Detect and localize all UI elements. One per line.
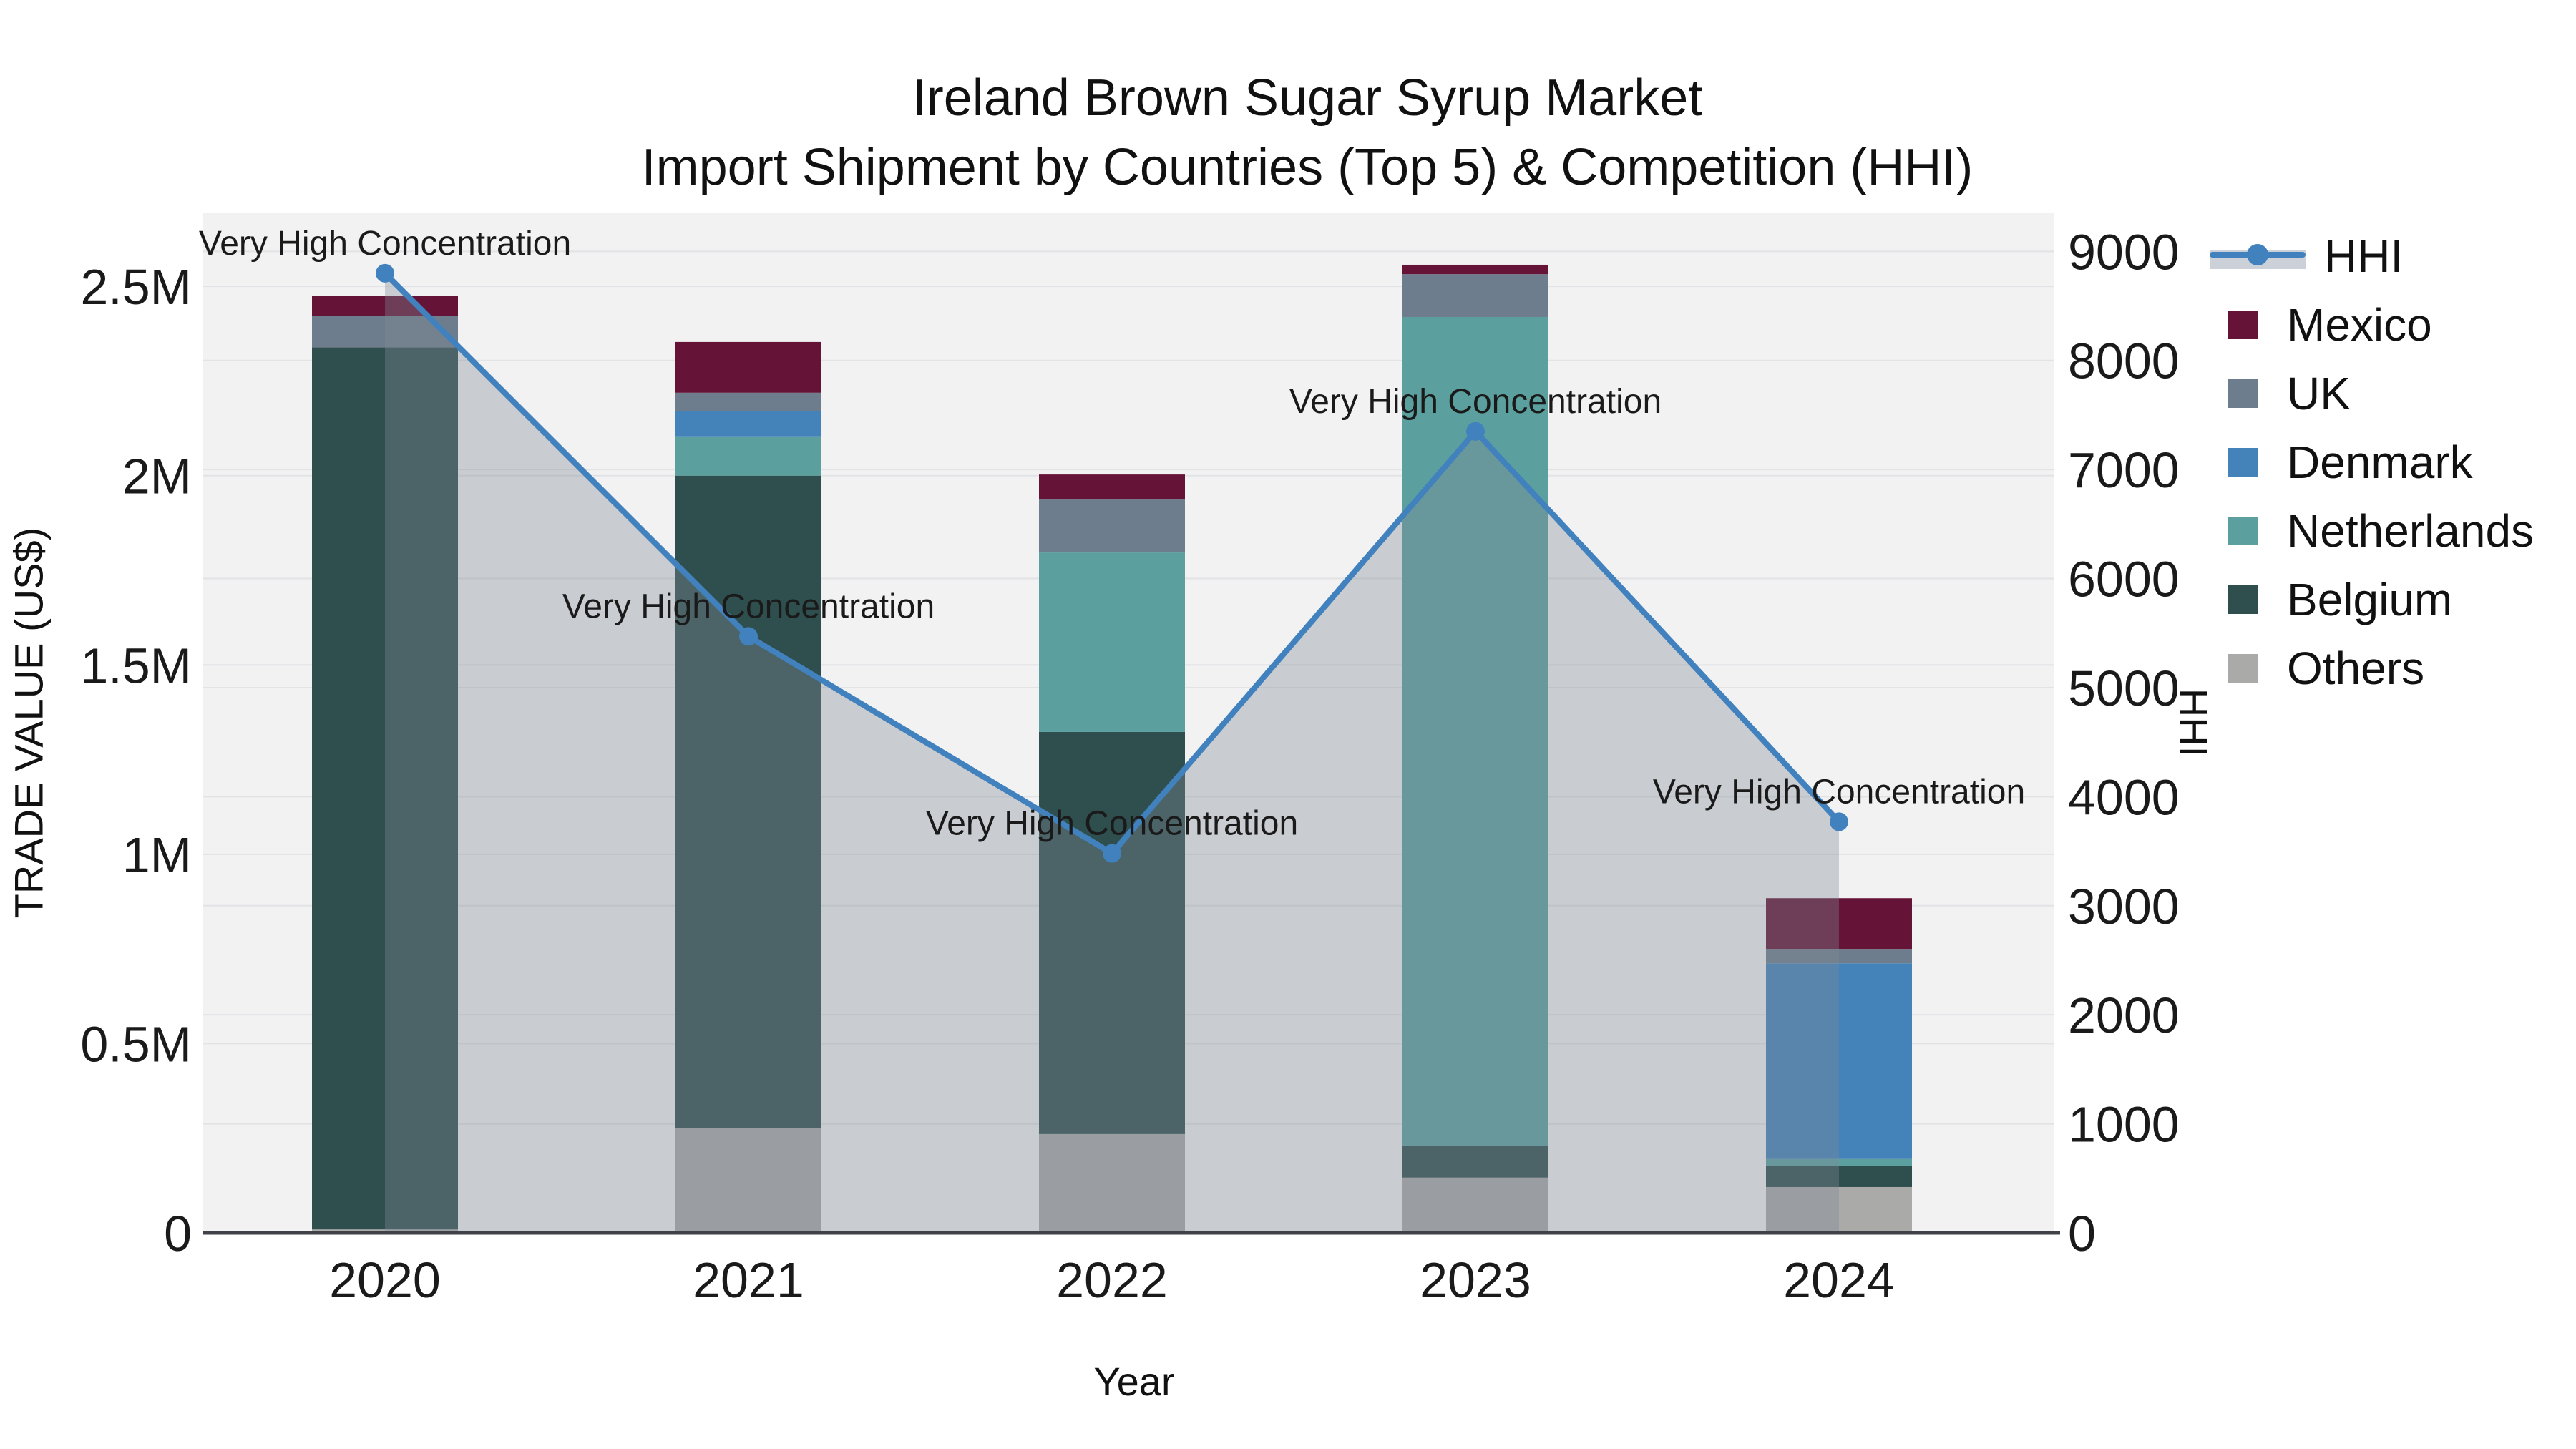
legend-item-label: Denmark (2287, 436, 2473, 488)
annotation-label: Very High Concentration (1653, 773, 2025, 811)
legend-item-label: HHI (2324, 230, 2404, 282)
y-axis-title-left: TRADE VALUE (US$) (6, 527, 52, 919)
bar-segment-belgium[interactable] (1402, 1146, 1548, 1178)
y-right-tick-label: 0 (2068, 1206, 2096, 1262)
legend-item-hhi[interactable]: HHI (2210, 222, 2534, 291)
y-left-tick-label: 1M (122, 827, 192, 883)
annotation-label: Very High Concentration (199, 225, 571, 263)
bar-segment-netherlands[interactable] (1402, 316, 1548, 1146)
bar-segment-uk[interactable] (1039, 499, 1185, 553)
bar-segment-belgium[interactable] (1766, 1166, 1912, 1187)
y-right-tick-label: 4000 (2068, 769, 2180, 825)
bar-segment-mexico[interactable] (675, 341, 821, 393)
hhi-marker[interactable] (1103, 844, 1121, 863)
bar-segment-belgium[interactable] (312, 347, 458, 1230)
hhi-marker[interactable] (1830, 812, 1848, 831)
denmark-swatch-icon (2228, 448, 2258, 477)
bar-segment-denmark[interactable] (1766, 963, 1912, 1159)
bar-segment-others[interactable] (1039, 1133, 1185, 1233)
legend-item-label: Others (2287, 643, 2425, 694)
hhi-marker[interactable] (739, 627, 758, 646)
y-left-tick-label: 2.5M (80, 259, 192, 315)
hhi-area-fill (385, 273, 1839, 1234)
legend-item-others[interactable]: Others (2210, 634, 2534, 703)
y-right-tick-label: 9000 (2068, 224, 2180, 280)
legend-item-label: Belgium (2287, 574, 2453, 625)
bar-segment-netherlands[interactable] (1766, 1158, 1912, 1166)
bar-segment-others[interactable] (675, 1128, 821, 1233)
y-left-tick-label: 1.5M (80, 638, 192, 693)
hhi-marker[interactable] (376, 263, 394, 283)
y-right-tick-label: 7000 (2068, 442, 2180, 498)
y-right-tick-label: 3000 (2068, 879, 2180, 935)
x-tick-label: 2020 (329, 1252, 441, 1308)
bar-segment-netherlands[interactable] (1039, 552, 1185, 732)
bar-segment-uk[interactable] (675, 392, 821, 411)
bar-segment-uk[interactable] (1402, 274, 1548, 317)
x-tick-label: 2021 (693, 1252, 804, 1308)
y-right-tick-label: 6000 (2068, 552, 2180, 608)
y-right-tick-label: 2000 (2068, 987, 2180, 1043)
bar-segment-mexico[interactable] (1766, 898, 1912, 950)
annotation-label: Very High Concentration (562, 587, 935, 625)
bar-segment-others[interactable] (1766, 1186, 1912, 1233)
bar-segment-mexico[interactable] (312, 296, 458, 316)
y-left-tick-label: 2M (122, 449, 192, 504)
y-right-tick-label: 8000 (2068, 333, 2180, 389)
y-right-tick-label: 5000 (2068, 660, 2180, 716)
legend-item-mexico[interactable]: Mexico (2210, 291, 2534, 359)
legend-item-label: Netherlands (2287, 505, 2534, 557)
x-tick-label: 2023 (1420, 1252, 1531, 1308)
y-right-tick-label: 1000 (2068, 1097, 2180, 1153)
legend-item-uk[interactable]: UK (2210, 359, 2534, 428)
x-tick-label: 2024 (1783, 1252, 1895, 1308)
bar-segment-mexico[interactable] (1402, 264, 1548, 275)
y-left-tick-label: 0.5M (80, 1016, 192, 1072)
x-tick-label: 2022 (1056, 1252, 1168, 1308)
legend-item-denmark[interactable]: Denmark (2210, 428, 2534, 497)
bar-segment-netherlands[interactable] (675, 436, 821, 476)
annotation-label: Very High Concentration (926, 805, 1298, 843)
bar-segment-others[interactable] (1402, 1177, 1548, 1233)
uk-swatch-icon (2228, 379, 2258, 408)
chart-title-line-1: Ireland Brown Sugar Syrup Market (912, 69, 1703, 127)
annotation-label: Very High Concentration (1289, 383, 1662, 421)
y-left-tick-label: 0 (164, 1206, 192, 1262)
legend-item-netherlands[interactable]: Netherlands (2210, 497, 2534, 565)
belgium-swatch-icon (2228, 585, 2258, 614)
legend-item-label: UK (2287, 368, 2351, 419)
netherlands-swatch-icon (2228, 517, 2258, 545)
bar-segment-denmark[interactable] (675, 411, 821, 437)
hhi-marker[interactable] (1466, 421, 1485, 441)
legend-item-label: Mexico (2287, 299, 2432, 351)
bar-segment-uk[interactable] (1766, 949, 1912, 964)
x-axis-title: Year (1093, 1359, 1175, 1404)
legend-item-belgium[interactable]: Belgium (2210, 565, 2534, 634)
bar-segment-mexico[interactable] (1039, 474, 1185, 500)
mexico-swatch-icon (2228, 311, 2258, 339)
chart-title-line-2: Import Shipment by Countries (Top 5) & C… (641, 139, 1974, 196)
legend: HHI Mexico UK Denmark Netherlands Belgiu… (2210, 222, 2534, 703)
others-swatch-icon (2228, 654, 2258, 683)
hhi-line-sample-icon (2210, 240, 2306, 272)
